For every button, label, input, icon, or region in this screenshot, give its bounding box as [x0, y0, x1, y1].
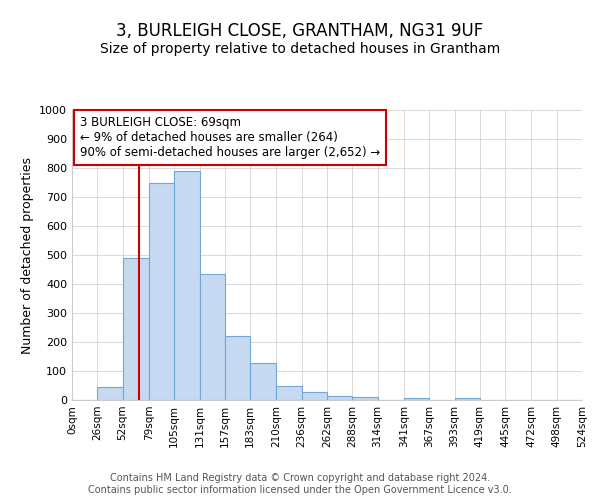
Bar: [277, 386, 302, 400]
Bar: [174, 171, 200, 400]
Bar: [149, 182, 174, 400]
Bar: [404, 398, 429, 400]
Bar: [455, 398, 480, 400]
Bar: [225, 336, 250, 400]
Y-axis label: Number of detached properties: Number of detached properties: [20, 156, 34, 354]
Bar: [122, 258, 149, 400]
Bar: [352, 397, 377, 400]
Text: 3, BURLEIGH CLOSE, GRANTHAM, NG31 9UF: 3, BURLEIGH CLOSE, GRANTHAM, NG31 9UF: [116, 22, 484, 40]
Bar: [199, 274, 225, 400]
Bar: [302, 392, 327, 400]
Bar: [97, 387, 122, 400]
Text: Size of property relative to detached houses in Grantham: Size of property relative to detached ho…: [100, 42, 500, 56]
Text: 3 BURLEIGH CLOSE: 69sqm
← 9% of detached houses are smaller (264)
90% of semi-de: 3 BURLEIGH CLOSE: 69sqm ← 9% of detached…: [80, 116, 380, 159]
Text: Contains HM Land Registry data © Crown copyright and database right 2024.
Contai: Contains HM Land Registry data © Crown c…: [88, 474, 512, 495]
Bar: [327, 396, 352, 400]
Bar: [250, 363, 277, 400]
